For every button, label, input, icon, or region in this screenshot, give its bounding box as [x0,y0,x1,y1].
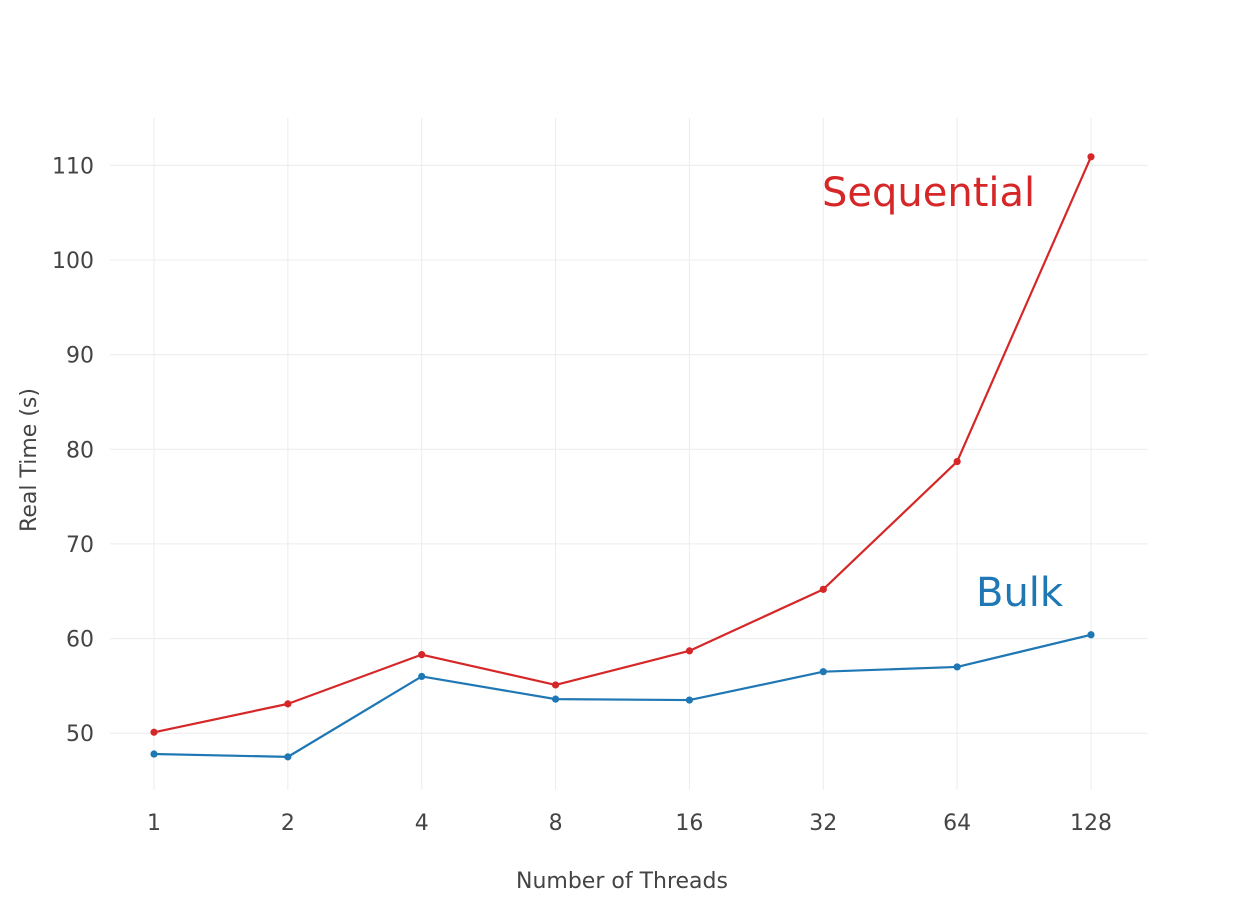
bulk-point [1087,631,1095,639]
y-axis-title: Real Time (s) [17,388,42,532]
sequential-point [819,585,827,593]
y-tick-label: 80 [66,438,94,463]
bulk-annotation: Bulk [976,570,1064,616]
sequential-point [685,647,694,655]
sequential-annotation: Sequential [822,170,1035,216]
y-tick-label: 100 [52,249,94,274]
sequential-point [551,681,560,689]
x-tick-label: 4 [415,811,429,836]
bulk-point [685,696,694,704]
y-axis-ticks: 50 60 70 80 90 100 110 [52,154,94,747]
horizontal-grid [110,164,1148,734]
bulk-line [153,633,1092,758]
x-tick-label: 64 [943,811,971,836]
bulk-point [150,750,158,758]
y-tick-label: 90 [66,344,94,369]
series-layer [150,153,1095,761]
bulk-point [284,753,292,761]
sequential-point [150,728,158,736]
sequential-point [284,700,292,708]
bulk-series [150,631,1095,761]
y-tick-label: 70 [66,533,94,558]
y-tick-label: 110 [52,154,94,179]
sequential-series [150,153,1095,736]
bulk-point [418,672,426,681]
y-tick-label: 50 [66,722,94,747]
x-tick-label: 2 [281,811,295,836]
bulk-point [953,663,961,671]
sequential-line [153,156,1093,734]
sequential-point [953,457,961,466]
x-tick-label: 32 [809,811,837,836]
x-tick-label: 1 [147,811,161,836]
x-axis-ticks: 1 2 4 8 16 32 64 128 [147,811,1112,836]
sequential-point [1087,153,1095,161]
x-tick-label: 16 [675,811,703,836]
bulk-point [551,695,560,703]
sequential-point [418,651,426,659]
x-axis-title: Number of Threads [516,869,728,894]
y-tick-label: 60 [66,628,94,653]
vertical-grid [153,118,1092,790]
bulk-point [819,668,827,676]
x-tick-label: 128 [1070,811,1112,836]
x-tick-label: 8 [549,811,563,836]
